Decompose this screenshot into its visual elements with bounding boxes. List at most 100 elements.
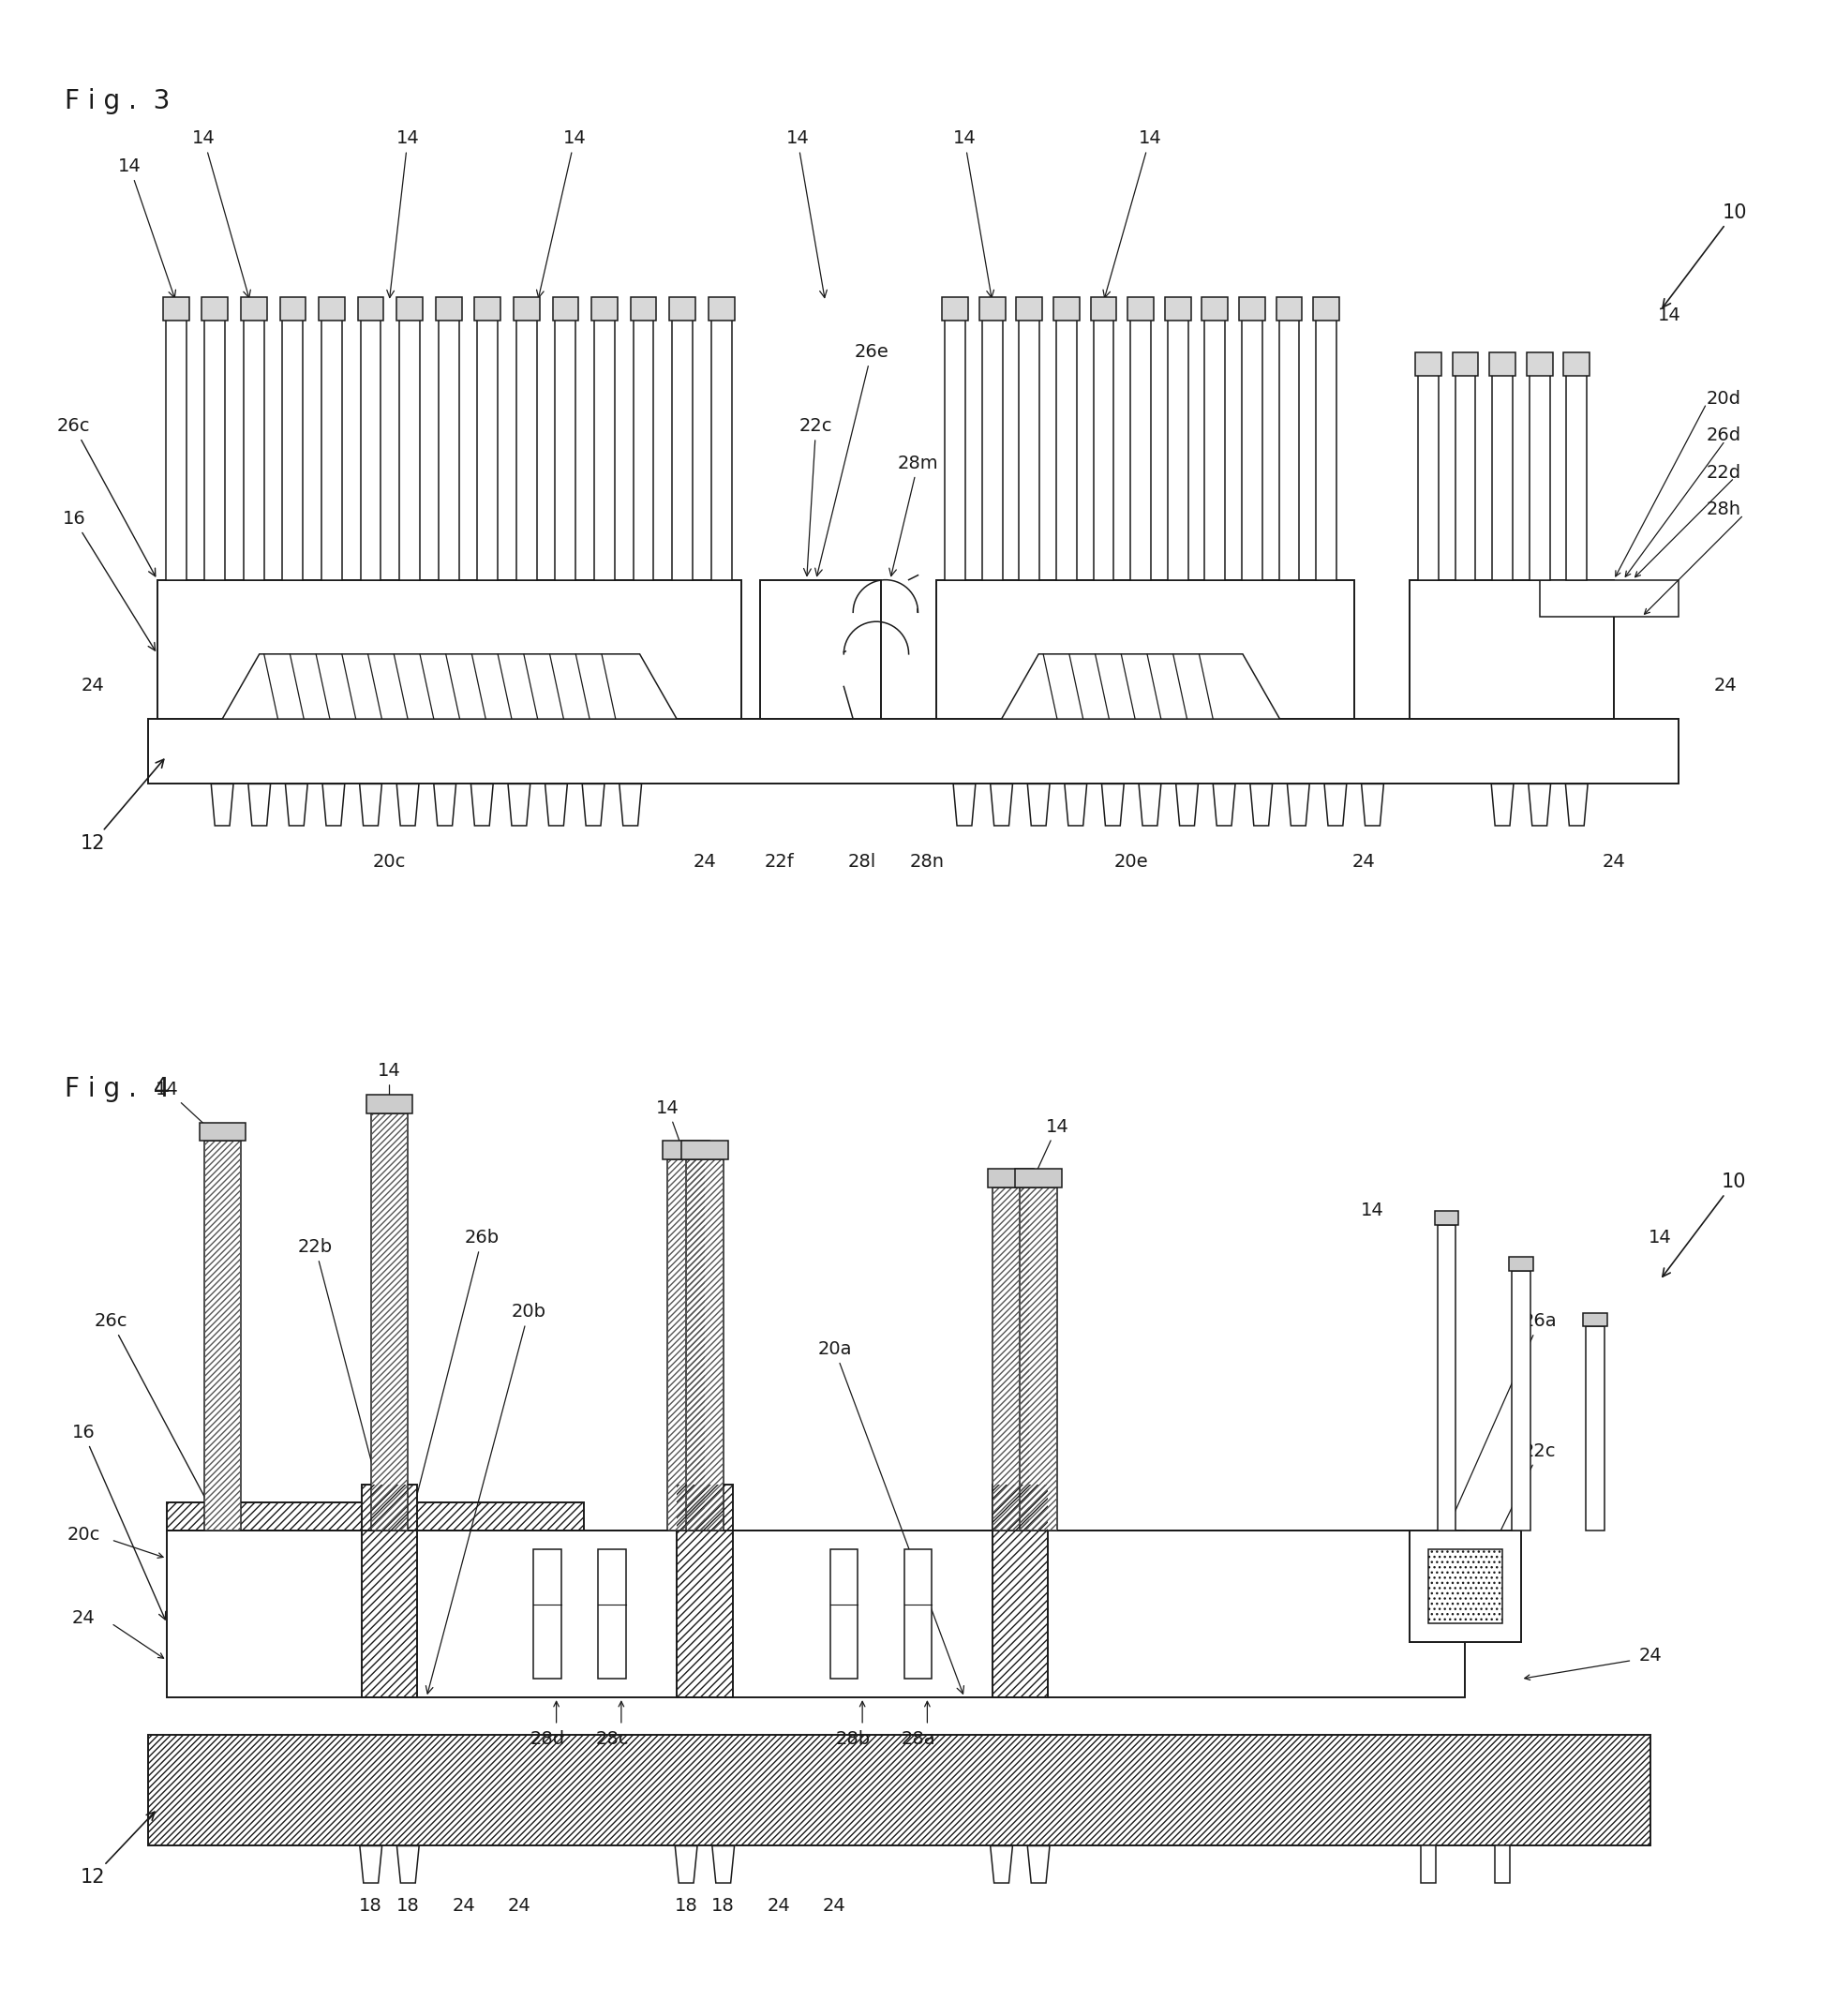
- Polygon shape: [545, 784, 567, 827]
- Polygon shape: [1175, 784, 1199, 827]
- Bar: [760, 581, 881, 720]
- Bar: [474, 296, 501, 321]
- Polygon shape: [990, 784, 1013, 827]
- Text: 28a: 28a: [901, 1730, 935, 1748]
- Bar: [365, 1095, 413, 1113]
- Text: 26a: 26a: [1449, 1312, 1557, 1526]
- Bar: [677, 1530, 733, 1697]
- Bar: [668, 1159, 705, 1530]
- Polygon shape: [222, 653, 677, 720]
- Bar: [362, 1530, 417, 1697]
- Bar: [1276, 296, 1302, 321]
- Bar: [1092, 302, 1114, 581]
- Bar: [204, 1141, 241, 1530]
- Polygon shape: [1138, 784, 1160, 827]
- Text: 14: 14: [378, 1062, 400, 1109]
- Bar: [982, 302, 1002, 581]
- Text: 28c: 28c: [595, 1730, 628, 1748]
- Bar: [553, 296, 578, 321]
- Bar: [1489, 353, 1515, 375]
- Bar: [1054, 296, 1080, 321]
- Bar: [991, 1187, 1030, 1530]
- Text: 20c: 20c: [373, 853, 406, 871]
- Bar: [1529, 357, 1550, 581]
- Bar: [1511, 1270, 1529, 1530]
- Bar: [241, 296, 266, 321]
- Bar: [1416, 353, 1441, 375]
- Bar: [681, 1141, 727, 1159]
- Text: F i g .  3: F i g . 3: [64, 89, 171, 115]
- Bar: [979, 296, 1004, 321]
- Polygon shape: [397, 1847, 419, 1883]
- Text: 28m: 28m: [889, 454, 938, 577]
- Bar: [991, 1187, 1030, 1530]
- Bar: [677, 1484, 733, 1530]
- Bar: [1410, 1530, 1520, 1641]
- Polygon shape: [433, 784, 455, 827]
- Polygon shape: [360, 1847, 382, 1883]
- Text: 26c: 26c: [57, 417, 156, 577]
- Text: 10: 10: [1662, 1173, 1746, 1276]
- Bar: [903, 1548, 933, 1679]
- Text: 26c: 26c: [95, 1312, 220, 1526]
- Polygon shape: [248, 784, 270, 827]
- Polygon shape: [1250, 784, 1272, 827]
- Text: 28d: 28d: [529, 1730, 564, 1748]
- Text: 20e: 20e: [1114, 853, 1149, 871]
- Text: 18: 18: [360, 1897, 382, 1915]
- Text: 16: 16: [62, 510, 156, 651]
- Text: 28n: 28n: [911, 853, 944, 871]
- Polygon shape: [1491, 784, 1513, 827]
- Polygon shape: [1065, 784, 1087, 827]
- Bar: [360, 302, 380, 581]
- Bar: [1428, 1548, 1502, 1623]
- Bar: [362, 1484, 417, 1530]
- Bar: [554, 302, 577, 581]
- Bar: [1021, 1187, 1058, 1530]
- Bar: [167, 1530, 1465, 1697]
- Bar: [362, 1484, 417, 1530]
- Bar: [672, 302, 692, 581]
- Bar: [630, 296, 657, 321]
- Polygon shape: [1028, 1847, 1050, 1883]
- Polygon shape: [1214, 784, 1236, 827]
- Bar: [397, 296, 422, 321]
- Bar: [1127, 296, 1153, 321]
- Text: 24: 24: [1640, 1647, 1662, 1663]
- Text: F i g .  4: F i g . 4: [64, 1077, 171, 1103]
- Text: 26d: 26d: [1706, 427, 1741, 444]
- Text: 18: 18: [674, 1897, 698, 1915]
- Bar: [1586, 1327, 1605, 1530]
- Polygon shape: [211, 784, 233, 827]
- Bar: [1091, 296, 1116, 321]
- Bar: [595, 302, 615, 581]
- Polygon shape: [360, 784, 382, 827]
- Text: 14: 14: [156, 1081, 220, 1139]
- Bar: [687, 1159, 723, 1530]
- Bar: [1421, 1847, 1436, 1883]
- Text: 14: 14: [536, 129, 586, 298]
- Bar: [709, 296, 734, 321]
- Bar: [1316, 302, 1337, 581]
- Bar: [711, 302, 731, 581]
- Bar: [991, 1484, 1048, 1530]
- Text: 24: 24: [767, 1897, 791, 1915]
- Text: 24: 24: [692, 853, 716, 871]
- Bar: [371, 1113, 408, 1530]
- Bar: [1131, 302, 1151, 581]
- Bar: [321, 302, 341, 581]
- Polygon shape: [1028, 784, 1050, 827]
- Bar: [435, 296, 461, 321]
- Bar: [1452, 353, 1478, 375]
- Text: 24: 24: [72, 1609, 95, 1627]
- Polygon shape: [676, 1847, 698, 1883]
- Polygon shape: [1287, 784, 1309, 827]
- Bar: [668, 1159, 705, 1530]
- Bar: [1583, 1312, 1606, 1327]
- Text: 14: 14: [786, 129, 826, 298]
- Text: 26e: 26e: [815, 343, 889, 577]
- Bar: [687, 1159, 723, 1530]
- Polygon shape: [1566, 784, 1588, 827]
- Polygon shape: [1324, 784, 1346, 827]
- Bar: [988, 1169, 1034, 1187]
